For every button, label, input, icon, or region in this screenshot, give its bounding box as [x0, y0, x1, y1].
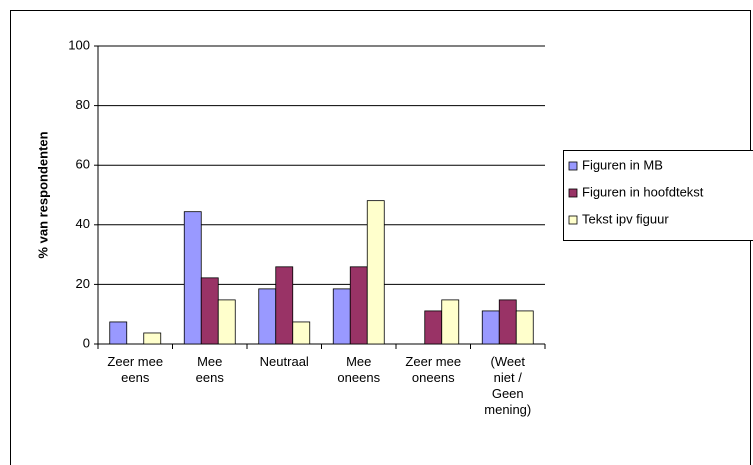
bar — [109, 321, 128, 345]
y-tick-label: 100 — [68, 37, 90, 52]
bar — [275, 266, 294, 345]
y-axis-label: % van respondenten — [35, 131, 50, 258]
bar — [292, 321, 311, 345]
bar — [217, 299, 236, 345]
y-tick-label: 0 — [83, 335, 90, 350]
x-tick-label: Neutraal — [259, 354, 309, 369]
bar — [498, 299, 517, 345]
legend-swatch — [568, 215, 578, 225]
bar — [366, 200, 385, 345]
bar — [258, 288, 277, 345]
bar — [143, 332, 162, 345]
x-tick-label: Zeer mee oneens — [405, 354, 462, 385]
bar — [481, 310, 500, 345]
x-tick-label: Mee oneens — [337, 354, 381, 385]
y-tick-label: 40 — [76, 216, 90, 231]
x-tick-label: Mee eens — [195, 354, 224, 385]
bar — [441, 299, 460, 345]
bar — [183, 211, 202, 345]
bar — [332, 288, 351, 345]
legend-label: Tekst ipv figuur — [582, 211, 669, 226]
legend-swatch — [568, 161, 578, 171]
legend-label: Figuren in MB — [582, 157, 663, 172]
legend-box — [563, 150, 753, 241]
legend-label: Figuren in hoofdtekst — [582, 184, 704, 199]
bar — [349, 266, 368, 345]
x-tick-label: Zeer mee eens — [107, 354, 164, 385]
y-tick-label: 60 — [76, 157, 90, 172]
bar — [515, 310, 534, 345]
x-tick-label: (Weet niet / Geen mening) — [484, 354, 532, 417]
bar — [200, 277, 219, 345]
bar — [424, 310, 443, 345]
y-tick-label: 20 — [76, 276, 90, 291]
legend-swatch — [568, 188, 578, 198]
y-tick-label: 80 — [76, 97, 90, 112]
